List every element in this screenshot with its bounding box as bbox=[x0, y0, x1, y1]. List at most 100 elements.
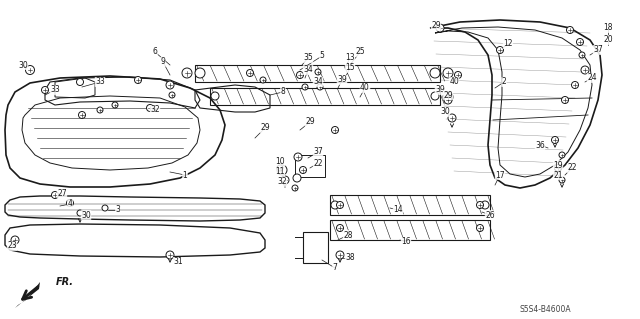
Circle shape bbox=[211, 92, 219, 100]
Circle shape bbox=[577, 39, 584, 46]
Circle shape bbox=[169, 92, 175, 98]
Text: 29: 29 bbox=[431, 21, 441, 31]
Circle shape bbox=[102, 205, 108, 211]
Circle shape bbox=[436, 24, 444, 32]
Circle shape bbox=[332, 127, 339, 133]
Circle shape bbox=[572, 81, 579, 88]
Circle shape bbox=[277, 165, 283, 171]
Text: 23: 23 bbox=[7, 241, 17, 250]
Text: 29: 29 bbox=[260, 123, 270, 132]
Circle shape bbox=[331, 201, 339, 209]
Text: FR.: FR. bbox=[56, 277, 74, 287]
Text: 29: 29 bbox=[305, 117, 315, 127]
Circle shape bbox=[281, 176, 289, 184]
Circle shape bbox=[300, 167, 307, 174]
Circle shape bbox=[11, 236, 19, 244]
Circle shape bbox=[277, 165, 287, 175]
Text: 17: 17 bbox=[495, 170, 505, 180]
Circle shape bbox=[559, 177, 565, 183]
Text: 4: 4 bbox=[68, 199, 72, 209]
Text: 14: 14 bbox=[393, 205, 403, 214]
Text: 36: 36 bbox=[535, 140, 545, 150]
Circle shape bbox=[337, 225, 344, 232]
Text: 31: 31 bbox=[173, 257, 183, 266]
Text: 9: 9 bbox=[161, 57, 165, 66]
Circle shape bbox=[315, 69, 321, 75]
Circle shape bbox=[166, 81, 174, 89]
Circle shape bbox=[293, 174, 301, 182]
Circle shape bbox=[454, 71, 461, 78]
Text: 7: 7 bbox=[333, 263, 337, 272]
Circle shape bbox=[79, 112, 86, 118]
Text: 21: 21 bbox=[553, 170, 563, 180]
Text: 30: 30 bbox=[18, 61, 28, 70]
Circle shape bbox=[195, 68, 205, 78]
Text: 19: 19 bbox=[553, 160, 563, 169]
Text: 37: 37 bbox=[313, 147, 323, 157]
Text: 40: 40 bbox=[449, 78, 459, 86]
Circle shape bbox=[336, 251, 344, 259]
Circle shape bbox=[246, 70, 253, 77]
Circle shape bbox=[431, 92, 439, 100]
Text: 24: 24 bbox=[587, 73, 597, 83]
Circle shape bbox=[443, 68, 453, 78]
Text: 5: 5 bbox=[319, 51, 324, 61]
Circle shape bbox=[182, 68, 192, 78]
Circle shape bbox=[260, 77, 266, 83]
Circle shape bbox=[51, 191, 58, 198]
Circle shape bbox=[317, 84, 323, 90]
Text: 39: 39 bbox=[435, 85, 445, 94]
Circle shape bbox=[448, 114, 456, 122]
Text: 30: 30 bbox=[81, 211, 91, 219]
Text: 13: 13 bbox=[345, 54, 355, 63]
Text: 8: 8 bbox=[280, 87, 285, 97]
Circle shape bbox=[566, 26, 573, 33]
Text: 34: 34 bbox=[313, 78, 323, 86]
Circle shape bbox=[134, 77, 141, 84]
Circle shape bbox=[26, 65, 35, 75]
Circle shape bbox=[294, 153, 302, 161]
Text: 29: 29 bbox=[443, 91, 453, 100]
Circle shape bbox=[292, 185, 298, 191]
Text: 34: 34 bbox=[303, 65, 313, 75]
Polygon shape bbox=[15, 282, 40, 308]
Circle shape bbox=[581, 66, 589, 74]
Text: 3: 3 bbox=[116, 205, 120, 214]
Text: 30: 30 bbox=[440, 108, 450, 116]
Text: 16: 16 bbox=[401, 238, 411, 247]
Circle shape bbox=[77, 78, 83, 85]
Text: 39: 39 bbox=[337, 76, 347, 85]
Text: 32: 32 bbox=[150, 106, 160, 115]
Text: 28: 28 bbox=[343, 231, 353, 240]
Text: 6: 6 bbox=[152, 48, 157, 56]
Circle shape bbox=[166, 251, 174, 259]
Text: 26: 26 bbox=[485, 211, 495, 219]
Text: 1: 1 bbox=[182, 170, 188, 180]
Text: 40: 40 bbox=[360, 84, 370, 93]
Circle shape bbox=[559, 152, 565, 158]
Text: 37: 37 bbox=[593, 46, 603, 55]
Circle shape bbox=[554, 165, 561, 172]
Circle shape bbox=[481, 201, 489, 209]
Circle shape bbox=[42, 86, 49, 93]
Text: 25: 25 bbox=[355, 48, 365, 56]
Text: 2: 2 bbox=[502, 78, 506, 86]
Circle shape bbox=[477, 202, 483, 209]
Circle shape bbox=[296, 71, 303, 78]
Text: 33: 33 bbox=[50, 85, 60, 94]
Text: 33: 33 bbox=[95, 78, 105, 86]
Circle shape bbox=[97, 107, 103, 113]
Text: 11: 11 bbox=[275, 167, 285, 176]
Text: S5S4-B4600A: S5S4-B4600A bbox=[520, 306, 572, 315]
Circle shape bbox=[147, 105, 154, 112]
Circle shape bbox=[112, 102, 118, 108]
Circle shape bbox=[561, 97, 568, 103]
Circle shape bbox=[67, 199, 74, 206]
Text: 18: 18 bbox=[604, 24, 612, 33]
Circle shape bbox=[302, 84, 308, 90]
Text: 20: 20 bbox=[603, 35, 613, 44]
Circle shape bbox=[77, 210, 83, 216]
Text: 22: 22 bbox=[567, 164, 577, 173]
Circle shape bbox=[430, 68, 440, 78]
Text: 15: 15 bbox=[345, 63, 355, 72]
